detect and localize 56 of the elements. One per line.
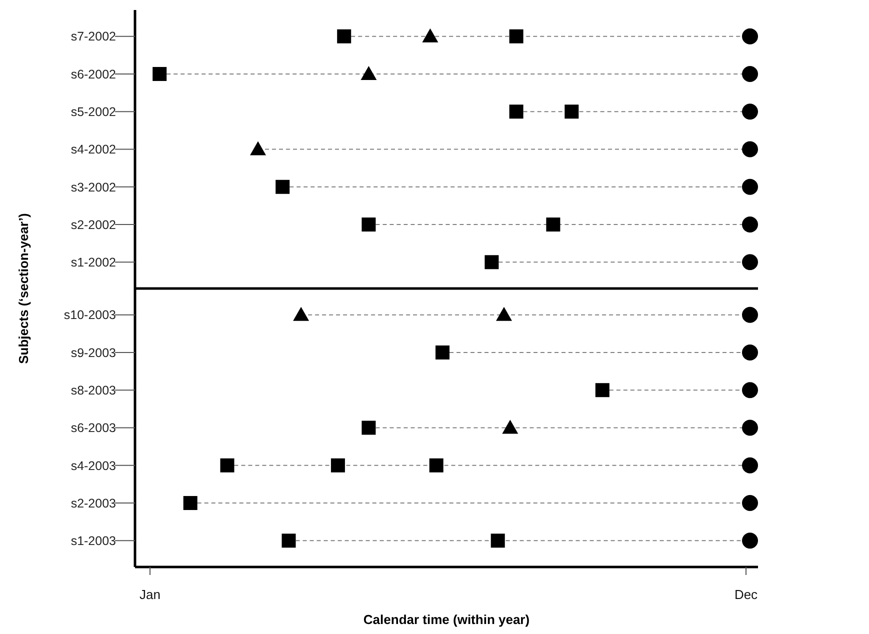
point xyxy=(429,458,444,472)
y-tick-label: s1-2002 xyxy=(70,256,116,270)
x-axis-title: Calendar time (within year) xyxy=(363,612,530,627)
point xyxy=(490,534,505,548)
y-tick-label: s2-2003 xyxy=(70,496,116,510)
y-tick-label: s9-2003 xyxy=(70,346,116,360)
point xyxy=(564,104,579,119)
y-axis-title: Subjects (‘section-year’) xyxy=(16,213,31,364)
point xyxy=(484,255,499,270)
point xyxy=(742,457,758,474)
point xyxy=(546,218,560,232)
point xyxy=(742,254,758,270)
point xyxy=(742,66,758,82)
point xyxy=(742,344,758,360)
point xyxy=(422,28,438,42)
point xyxy=(742,104,758,120)
point xyxy=(595,383,610,398)
point xyxy=(509,29,524,44)
point xyxy=(742,532,758,549)
y-tick-label: s8-2003 xyxy=(70,383,116,398)
point xyxy=(742,216,758,233)
point xyxy=(742,141,758,158)
y-tick-label: s5-2002 xyxy=(70,104,116,119)
point xyxy=(293,306,310,321)
point xyxy=(436,345,450,360)
point xyxy=(337,29,352,44)
point xyxy=(742,178,758,195)
point xyxy=(360,66,377,80)
y-tick-label: s6-2002 xyxy=(70,67,116,82)
point xyxy=(152,66,167,81)
point xyxy=(362,218,376,232)
text: Jan xyxy=(140,587,160,602)
point xyxy=(496,306,512,321)
point xyxy=(509,104,524,119)
y-tick-label: s7-2002 xyxy=(70,30,116,44)
point xyxy=(330,458,345,472)
y-tick-label: s4-2002 xyxy=(70,142,116,157)
point xyxy=(250,141,266,156)
point xyxy=(183,496,198,510)
text: Dec xyxy=(734,587,758,602)
point xyxy=(742,28,758,44)
point xyxy=(220,458,234,472)
y-tick-label: s10-2003 xyxy=(64,308,116,322)
point xyxy=(276,180,290,194)
y-tick-label: s3-2002 xyxy=(70,180,116,194)
point xyxy=(742,420,758,436)
point xyxy=(362,420,376,435)
y-tick-label: s6-2003 xyxy=(70,421,116,436)
point xyxy=(742,495,758,512)
y-tick-label: s2-2002 xyxy=(70,218,116,232)
point xyxy=(282,534,296,548)
y-tick-label: s1-2003 xyxy=(70,534,116,548)
point xyxy=(742,306,758,323)
y-tick-label: s4-2003 xyxy=(70,458,116,473)
point xyxy=(502,420,518,434)
point xyxy=(742,382,758,398)
